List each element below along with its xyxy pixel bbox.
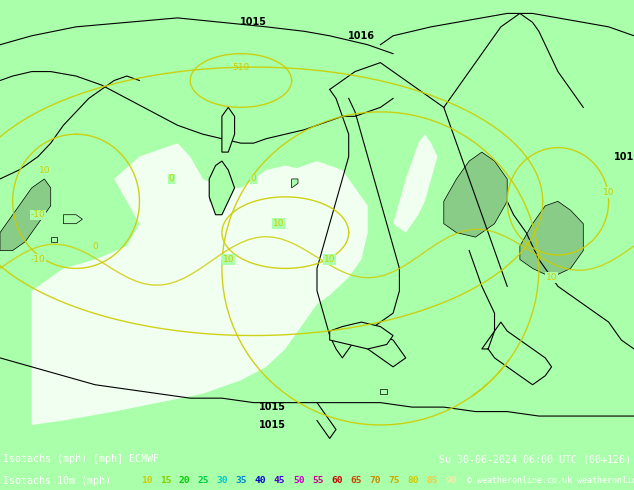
Text: 15: 15	[160, 476, 171, 485]
Text: 65: 65	[350, 476, 361, 485]
Polygon shape	[292, 179, 298, 188]
Text: 10: 10	[603, 188, 614, 197]
Text: 10: 10	[546, 273, 557, 282]
Text: -10: -10	[30, 255, 46, 264]
Text: 45: 45	[274, 476, 285, 485]
Text: Isotachs (mph) [mph] ECMWF: Isotachs (mph) [mph] ECMWF	[3, 454, 159, 465]
Text: 10: 10	[223, 255, 234, 264]
Text: 30: 30	[217, 476, 228, 485]
Polygon shape	[330, 322, 393, 349]
Text: 40: 40	[255, 476, 266, 485]
Polygon shape	[0, 179, 51, 250]
Text: 510: 510	[232, 63, 250, 72]
Polygon shape	[63, 215, 82, 223]
Text: 10: 10	[39, 166, 50, 174]
Text: 60: 60	[331, 476, 342, 485]
Text: © weatheronline.co.uk weatheronline.co.uk: © weatheronline.co.uk weatheronline.co.u…	[467, 476, 634, 485]
Text: 1015: 1015	[614, 151, 634, 162]
Text: 20: 20	[179, 476, 190, 485]
Text: 55: 55	[312, 476, 323, 485]
Text: -10: -10	[30, 210, 46, 219]
Text: 90: 90	[445, 476, 456, 485]
Polygon shape	[444, 152, 507, 237]
Text: 1016: 1016	[348, 31, 375, 41]
Text: 25: 25	[198, 476, 209, 485]
Polygon shape	[32, 143, 361, 425]
Text: 10: 10	[141, 476, 152, 485]
Text: 0: 0	[168, 174, 174, 183]
Text: 85: 85	[426, 476, 437, 485]
Text: 80: 80	[407, 476, 418, 485]
Text: 10: 10	[273, 219, 285, 228]
Text: 1015: 1015	[259, 402, 286, 412]
Polygon shape	[222, 107, 235, 152]
Polygon shape	[380, 389, 387, 393]
Text: Isotachs 10m (mph): Isotachs 10m (mph)	[3, 476, 111, 486]
Text: 75: 75	[388, 476, 399, 485]
Polygon shape	[241, 161, 368, 322]
Text: 10: 10	[324, 255, 335, 264]
Text: 35: 35	[236, 476, 247, 485]
Polygon shape	[209, 161, 235, 215]
Text: 0: 0	[250, 174, 257, 183]
Text: 70: 70	[369, 476, 380, 485]
Text: Su 30-06-2024 06:00 UTC (00+126): Su 30-06-2024 06:00 UTC (00+126)	[439, 454, 631, 465]
Text: 0: 0	[92, 242, 98, 250]
Polygon shape	[51, 237, 57, 242]
Polygon shape	[393, 134, 437, 233]
Text: 50: 50	[293, 476, 304, 485]
Text: 1015: 1015	[259, 420, 286, 430]
Text: 1015: 1015	[240, 17, 267, 27]
Polygon shape	[209, 170, 228, 206]
Polygon shape	[520, 201, 583, 277]
